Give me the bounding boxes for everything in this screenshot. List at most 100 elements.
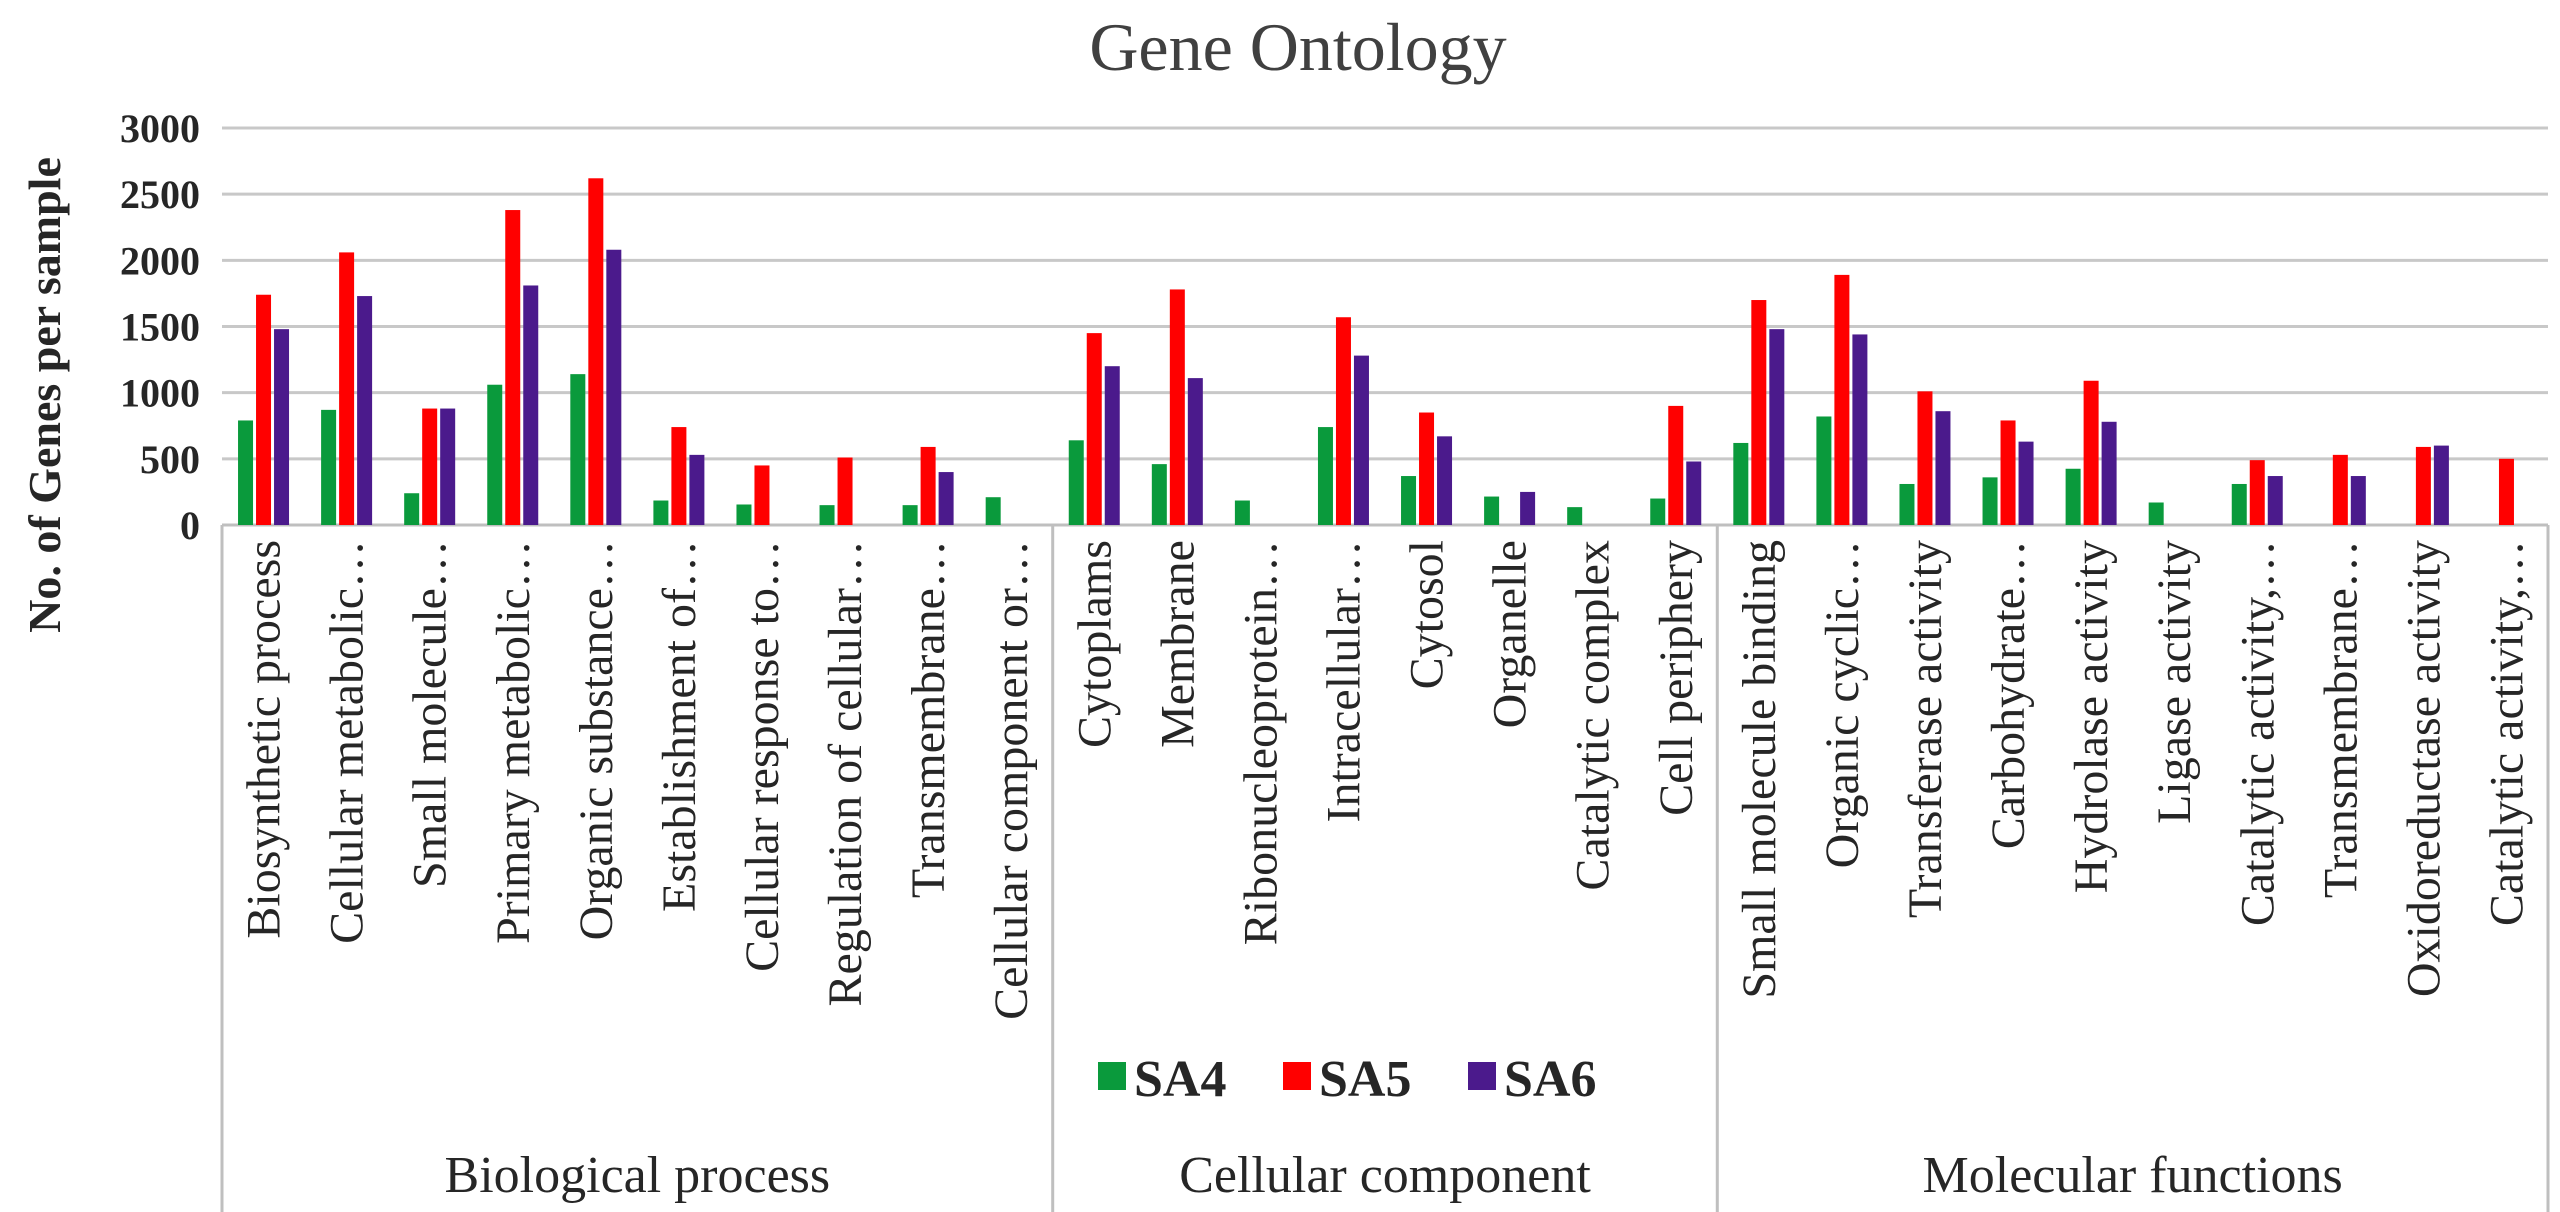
x-tick-label: Transmembrane… [902, 540, 955, 898]
x-tick-label: Carbohydrate… [1982, 540, 2035, 849]
bar-sa6 [2018, 441, 2034, 525]
x-tick-label: Biosynthetic process [238, 540, 291, 939]
bar-sa5 [505, 210, 521, 525]
bar-sa4 [1068, 440, 1084, 525]
bar-sa4 [653, 500, 669, 525]
bar-sa5 [1169, 289, 1185, 525]
group-label: Cellular component [1179, 1147, 1591, 1204]
group-labels: Biological process Cellular component Mole… [445, 1147, 2343, 1204]
bar-sa4 [487, 384, 503, 525]
bar-sa4 [1982, 477, 1998, 525]
x-tick-label: Small molecule binding [1733, 540, 1786, 999]
bar-sa5 [1086, 333, 1102, 525]
y-tick-label: 1500 [120, 305, 200, 350]
bar-sa5 [2332, 454, 2348, 525]
x-tick-labels: Biosynthetic process Cellular metabolic… S… [238, 540, 2534, 1020]
bar-sa5 [1834, 274, 1850, 525]
legend-swatch-sa4 [1098, 1062, 1126, 1090]
bar-sa5 [2498, 458, 2514, 525]
bar-sa5 [920, 446, 936, 525]
bar-sa4 [1317, 427, 1333, 525]
bar-sa6 [1104, 366, 1120, 525]
bar-sa6 [1852, 334, 1868, 525]
legend-label-sa4: SA4 [1134, 1051, 1226, 1108]
x-tick-label: Cytosol [1401, 540, 1454, 689]
bar-sa4 [1484, 496, 1500, 525]
bar-sa5 [422, 408, 438, 525]
bar-sa4 [2065, 468, 2081, 525]
bar-sa5 [2249, 460, 2265, 525]
bar-sa6 [274, 329, 290, 525]
bar-sa4 [404, 493, 420, 525]
bar-sa5 [588, 178, 604, 525]
x-tick-label: Catalytic complex [1567, 540, 1620, 891]
bar-sa4 [985, 497, 1001, 525]
bar-sa4 [1234, 500, 1250, 525]
x-tick-label: Primary metabolic… [487, 540, 540, 944]
bar-sa6 [2350, 476, 2366, 525]
bar-sa4 [1401, 476, 1417, 525]
bar-sa4 [1151, 464, 1167, 525]
bar-sa5 [1751, 300, 1767, 525]
y-tick-label: 2000 [120, 238, 200, 283]
bar-sa6 [1769, 329, 1785, 525]
y-axis-label: No. of Genes per sample [19, 157, 70, 633]
x-tick-label: Establishment of… [653, 540, 706, 912]
bar-sa5 [1917, 391, 1933, 525]
x-tick-label: Transferase activity [1899, 540, 1952, 918]
x-tick-label: Intracellular… [1317, 540, 1370, 823]
bar-sa5 [2000, 420, 2016, 525]
bar-sa5 [1668, 405, 1684, 525]
bar-sa5 [1419, 412, 1435, 525]
bar-sa5 [837, 457, 853, 525]
bar-sa6 [2433, 445, 2449, 525]
x-tick-label: Small molecule… [404, 540, 457, 888]
bar-sa5 [671, 427, 687, 525]
bar-sa4 [238, 420, 254, 525]
bar-sa6 [2101, 421, 2117, 525]
x-tick-label: Hydrolase activity [2065, 540, 2118, 893]
group-label: Molecular functions [1923, 1147, 2343, 1204]
x-tick-label: Ligase activity [2148, 540, 2201, 824]
bar-sa6 [938, 472, 954, 525]
bar-sa4 [1899, 483, 1915, 525]
x-tick-label: Catalytic activity,… [2231, 540, 2284, 926]
x-tick-label: Organelle [1484, 540, 1537, 728]
y-tick-label: 2500 [120, 172, 200, 217]
x-tick-label: Cell periphery [1650, 540, 1703, 816]
bar-sa4 [321, 409, 337, 525]
bar-sa6 [1353, 355, 1369, 525]
legend: SA4 SA5 SA6 [1098, 1051, 1596, 1108]
x-tick-label: Cytoplams [1068, 540, 1121, 748]
bar-sa4 [736, 504, 752, 525]
y-tick-label: 0 [180, 503, 200, 548]
bar-sa4 [1816, 416, 1832, 525]
bar-sa6 [1437, 436, 1453, 525]
bar-sa5 [754, 465, 770, 525]
x-tick-label: Oxidoreductase activity [2397, 540, 2450, 997]
bar-sa6 [1520, 491, 1536, 525]
bar-sa6 [606, 249, 622, 525]
bar-sa4 [1733, 442, 1749, 525]
bar-sa6 [357, 296, 373, 525]
x-tick-label: Transmembrane… [2314, 540, 2367, 898]
bar-sa5 [2415, 446, 2431, 525]
bar-sa6 [689, 454, 705, 525]
x-tick-label: Organic cyclic… [1816, 540, 1869, 868]
legend-label-sa5: SA5 [1319, 1051, 1411, 1108]
bar-sa6 [1686, 461, 1702, 525]
bar-sa4 [2231, 483, 2247, 525]
bar-sa6 [2267, 476, 2283, 525]
x-tick-label: Cellular component or… [985, 540, 1038, 1020]
bar-sa4 [819, 505, 835, 525]
legend-swatch-sa5 [1283, 1062, 1311, 1090]
bar-sa6 [523, 285, 539, 525]
bar-sa5 [1335, 317, 1351, 525]
bar-sa5 [339, 252, 355, 526]
x-tick-label: Ribonucleoprotein… [1234, 540, 1287, 945]
x-tick-label: Cellular metabolic… [321, 540, 374, 944]
bar-sa4 [1567, 507, 1583, 525]
bar-sa6 [1187, 378, 1203, 525]
bar-sa6 [1935, 411, 1951, 525]
